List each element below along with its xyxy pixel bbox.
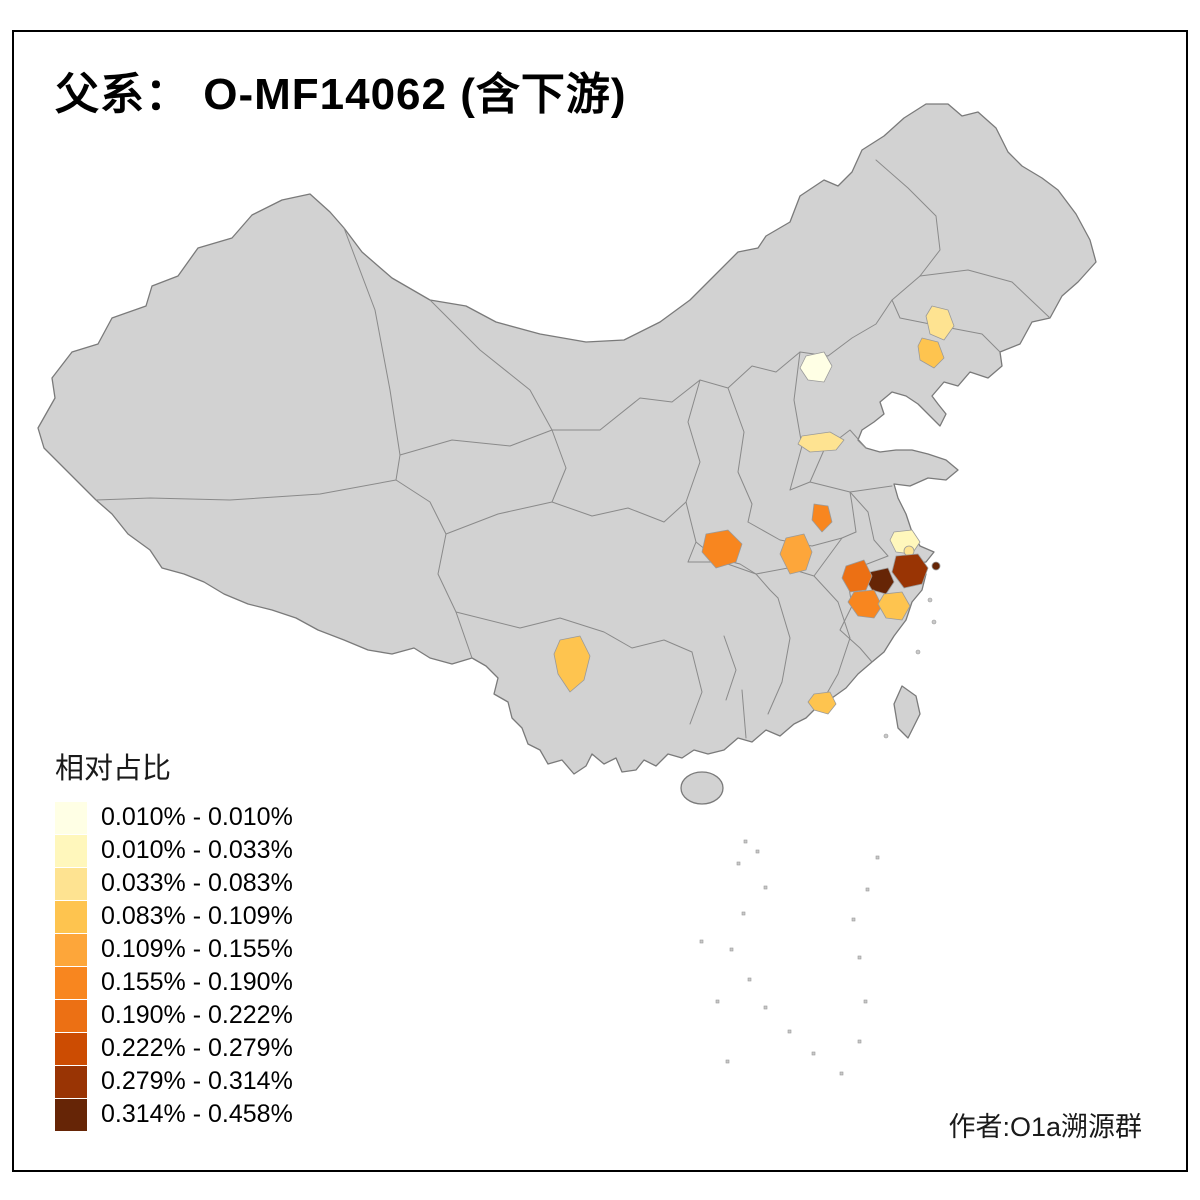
legend-swatch-icon (55, 966, 87, 999)
region-chongqing (701, 529, 743, 569)
coastal-islets (883, 597, 937, 739)
legend-label: 0.010% - 0.010% (101, 803, 293, 831)
legend-label: 0.083% - 0.109% (101, 902, 293, 930)
legend-item: 0.222% - 0.279% (55, 1032, 293, 1065)
south-china-sea-islets (699, 839, 880, 1076)
region-fujian-south (807, 691, 837, 715)
author-credit: 作者:O1a溯源群 (948, 1112, 1142, 1142)
legend-swatch-icon (55, 801, 87, 834)
legend-label: 0.222% - 0.279% (101, 1034, 293, 1062)
legend-swatch-icon (55, 867, 87, 900)
legend: 相对占比 0.010% - 0.010% 0.010% - 0.033% 0.0… (55, 745, 293, 1131)
region-zhejiang-west (841, 559, 873, 593)
region-yunnan-central (553, 635, 591, 693)
taiwan-island (893, 685, 921, 739)
legend-swatch-icon (55, 1098, 87, 1131)
legend-label: 0.010% - 0.033% (101, 836, 293, 864)
region-hubei-east (779, 533, 813, 575)
legend-item: 0.109% - 0.155% (55, 933, 293, 966)
hainan-island (680, 771, 724, 805)
legend-label: 0.155% - 0.190% (101, 968, 293, 996)
region-liaoning-south (917, 337, 945, 369)
legend-swatch-icon (55, 933, 87, 966)
legend-item: 0.083% - 0.109% (55, 900, 293, 933)
legend-label: 0.314% - 0.458% (101, 1100, 293, 1128)
legend-item: 0.033% - 0.083% (55, 867, 293, 900)
mainland-shape (37, 103, 1097, 775)
islands (680, 597, 937, 1076)
region-liaoning-north (925, 305, 955, 341)
legend-label: 0.190% - 0.222% (101, 1001, 293, 1029)
legend-item: 0.155% - 0.190% (55, 966, 293, 999)
legend-label: 0.033% - 0.083% (101, 869, 293, 897)
region-shandong-west (797, 431, 845, 453)
legend-item: 0.010% - 0.033% (55, 834, 293, 867)
legend-swatch-icon (55, 1032, 87, 1065)
region-beijing (799, 351, 833, 383)
page-title: 父系： O-MF14062 (含下游) (55, 70, 627, 119)
legend-swatch-icon (55, 1065, 87, 1098)
region-henan-south (811, 503, 833, 533)
region-zhejiang-southeast (877, 591, 911, 621)
legend-swatch-icon (55, 900, 87, 933)
legend-item: 0.279% - 0.314% (55, 1065, 293, 1098)
region-zhejiang-south (847, 589, 883, 619)
legend-item: 0.314% - 0.458% (55, 1098, 293, 1131)
legend-item: 0.190% - 0.222% (55, 999, 293, 1032)
region-zhejiang-northeast (891, 553, 929, 589)
legend-title: 相对占比 (55, 753, 172, 785)
colored-regions (553, 305, 955, 715)
legend-swatch-icon (55, 999, 87, 1032)
legend-label: 0.109% - 0.155% (101, 935, 293, 963)
legend-label: 0.279% - 0.314% (101, 1067, 293, 1095)
legend-item: 0.010% - 0.010% (55, 801, 293, 834)
legend-swatch-icon (55, 834, 87, 867)
region-zhoushan (931, 561, 941, 571)
